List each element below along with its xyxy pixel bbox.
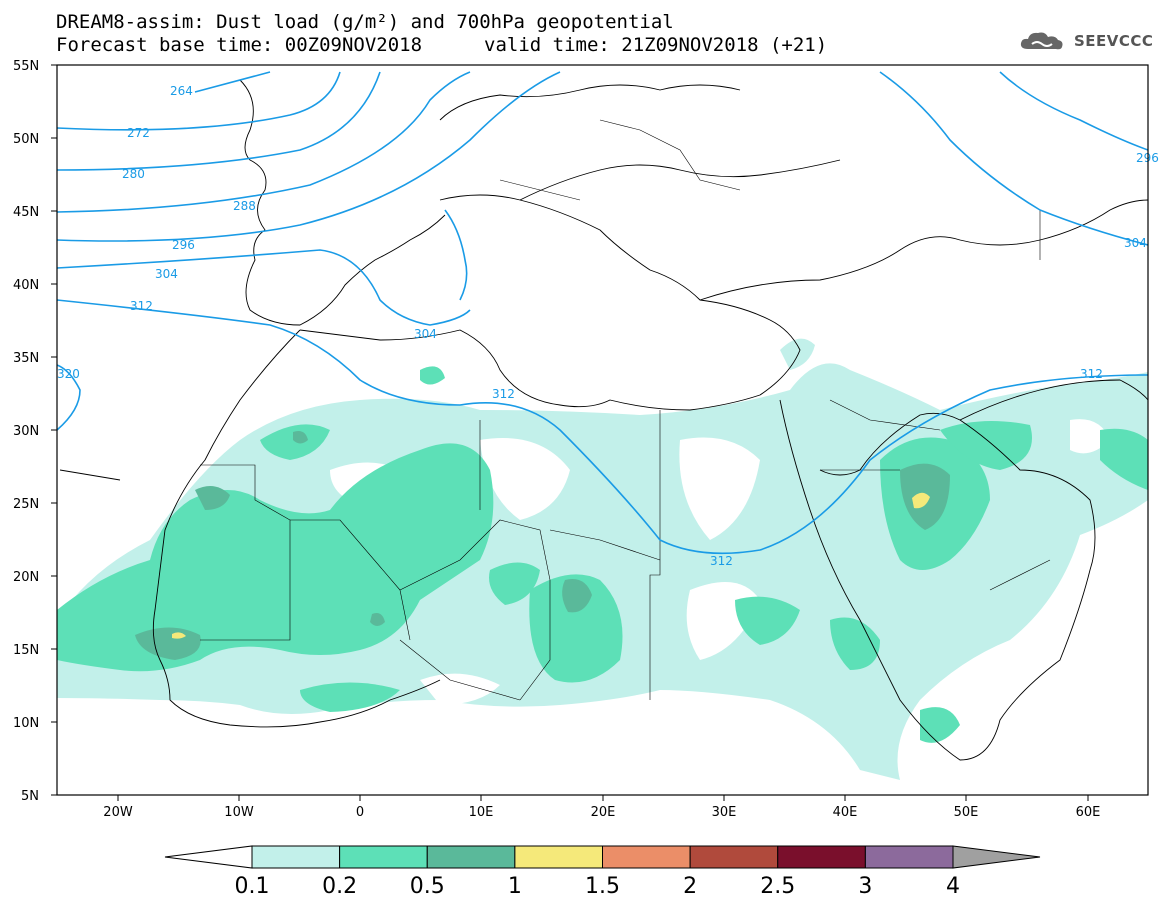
dust-map: 264 272 280 288 296 304 312 304 312 320 … bbox=[13, 59, 1159, 820]
cloud-icon bbox=[1020, 32, 1063, 50]
lon-label: 50E bbox=[954, 805, 979, 820]
colorbar-cell bbox=[777, 845, 866, 869]
lat-label: 40N bbox=[13, 278, 39, 293]
contour-label: 304 bbox=[155, 267, 178, 281]
lat-label: 45N bbox=[13, 205, 39, 220]
colorbar-label: 1 bbox=[508, 874, 522, 899]
lon-axis bbox=[117, 795, 1089, 801]
contour-label: 312 bbox=[130, 299, 153, 313]
contour-label: 304 bbox=[1124, 236, 1147, 250]
colorbar-labels: 0.1 0.2 0.5 1 1.5 2 2.5 3 4 bbox=[235, 874, 961, 899]
colorbar-label: 2.5 bbox=[760, 874, 795, 899]
colorbar-label: 0.1 bbox=[235, 874, 270, 899]
dust-layer-0.2 bbox=[57, 366, 1148, 743]
lat-label: 50N bbox=[13, 132, 39, 147]
colorbar-cell bbox=[689, 845, 779, 869]
colorbar-cell bbox=[251, 845, 341, 869]
lat-label: 5N bbox=[21, 789, 39, 804]
lat-axis bbox=[51, 64, 57, 796]
lon-label: 0 bbox=[356, 805, 364, 820]
contour-label: 312 bbox=[710, 554, 733, 568]
colorbar-cell bbox=[164, 845, 253, 869]
lat-label: 30N bbox=[13, 424, 39, 439]
dust-layer-1 bbox=[172, 492, 930, 639]
valid-time: valid time: 21Z09NOV2018 (+21) bbox=[484, 34, 828, 56]
colorbar-cell bbox=[339, 845, 428, 869]
lat-label: 15N bbox=[13, 643, 39, 658]
contour-label: 280 bbox=[122, 167, 145, 181]
contour-label: 296 bbox=[172, 238, 195, 252]
contour-label: 264 bbox=[170, 84, 193, 98]
colorbar-cell bbox=[602, 845, 691, 869]
colorbar-label: 2 bbox=[683, 874, 697, 899]
country-borders bbox=[200, 119, 1051, 701]
colorbar-label: 3 bbox=[858, 874, 872, 899]
map-title: DREAM8-assim: Dust load (g/m²) and 700hP… bbox=[56, 11, 674, 33]
lat-label: 25N bbox=[13, 497, 39, 512]
lon-label: 10E bbox=[469, 805, 494, 820]
lat-label: 55N bbox=[13, 59, 39, 74]
colorbar-cell bbox=[864, 845, 954, 869]
colorbar-cell bbox=[426, 845, 516, 869]
forecast-time-line: Forecast base time: 00Z09NOV2018 valid ti… bbox=[56, 34, 827, 56]
lon-labels: 20W 10W 0 10E 20E 30E 40E 50E 60E bbox=[103, 805, 1100, 820]
lat-labels: 55N 50N 45N 40N 35N 30N 25N 20N 15N 10N … bbox=[13, 59, 39, 804]
logo-text: SEEVCCC bbox=[1074, 32, 1154, 50]
colorbar-label: 0.5 bbox=[410, 874, 445, 899]
contour-label: 304 bbox=[414, 327, 437, 341]
lat-label: 20N bbox=[13, 570, 39, 585]
lon-label: 60E bbox=[1076, 805, 1101, 820]
lat-label: 35N bbox=[13, 351, 39, 366]
colorbar-cells bbox=[164, 845, 1041, 869]
colorbar-label: 1.5 bbox=[585, 874, 620, 899]
colorbar-cell bbox=[514, 845, 603, 869]
lon-label: 10W bbox=[224, 805, 254, 820]
dust-layer-0.1 bbox=[57, 338, 1148, 780]
contour-label: 320 bbox=[57, 367, 80, 381]
contour-label: 312 bbox=[492, 387, 515, 401]
contour-label: 288 bbox=[233, 199, 256, 213]
lon-label: 20E bbox=[591, 805, 616, 820]
lon-label: 40E bbox=[833, 805, 858, 820]
contour-label: 312 bbox=[1080, 367, 1103, 381]
colorbar-label: 4 bbox=[946, 874, 960, 899]
contour-label: 272 bbox=[127, 126, 150, 140]
coastlines bbox=[59, 79, 1149, 761]
colorbar-label: 0.2 bbox=[322, 874, 357, 899]
lon-label: 20W bbox=[103, 805, 133, 820]
seevccc-logo: SEEVCCC bbox=[1018, 26, 1153, 56]
lat-label: 10N bbox=[13, 716, 39, 731]
colorbar-cell bbox=[952, 845, 1041, 869]
forecast-base-time: Forecast base time: 00Z09NOV2018 bbox=[56, 34, 423, 56]
geopotential-contours bbox=[56, 71, 1149, 555]
lon-label: 30E bbox=[712, 805, 737, 820]
